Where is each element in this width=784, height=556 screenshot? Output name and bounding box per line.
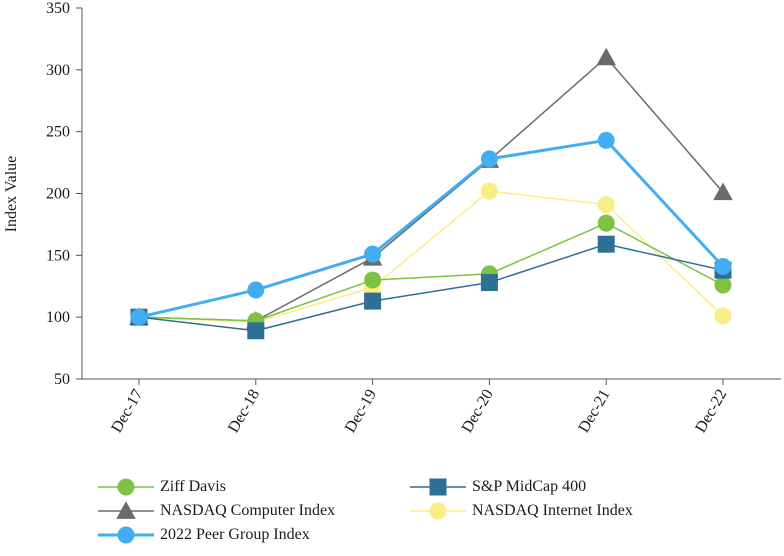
legend-swatch-nasdaq-computer-index — [98, 501, 154, 519]
series-ziff-davis — [130, 214, 732, 330]
data-point — [480, 182, 498, 200]
y-tick-label: 150 — [46, 247, 70, 264]
series-line — [138, 138, 725, 319]
chart-legend: Ziff Davis S&P MidCap 400 NASDAQ Compute… — [96, 476, 736, 550]
series-2022-peer-group-index — [130, 131, 732, 326]
legend-marker — [429, 478, 447, 496]
x-tick-label: Dec-22 — [692, 387, 730, 436]
data-point — [364, 271, 382, 289]
data-point — [364, 292, 382, 310]
data-point — [480, 150, 498, 168]
legend-item-nasdaq-computer-index: NASDAQ Computer Index — [96, 500, 335, 522]
chart-series — [129, 47, 733, 340]
legend-label: S&P MidCap 400 — [472, 478, 587, 495]
data-point — [480, 274, 498, 292]
legend-swatch-nasdaq-internet-index — [410, 502, 466, 520]
data-point — [714, 276, 732, 294]
legend-swatch-sp-midcap-400 — [410, 478, 466, 496]
chart-axes: 50 100 150 200 250 300 350 Dec-17 Dec-18 Dec-19 De… — [46, 0, 781, 436]
legend-label: NASDAQ Internet Index — [472, 502, 633, 519]
data-point — [247, 322, 265, 340]
legend-item-2022-peer-group-index: 2022 Peer Group Index — [96, 524, 310, 546]
legend-swatch-2022-peer-group-index — [98, 526, 154, 544]
y-tick-label: 300 — [46, 62, 70, 79]
data-point — [597, 196, 615, 214]
legend-label: Ziff Davis — [160, 478, 226, 495]
y-axis-label: Index Value — [3, 156, 20, 233]
data-point — [597, 131, 615, 149]
data-point — [714, 257, 732, 275]
legend-label: 2022 Peer Group Index — [160, 526, 310, 543]
x-tick-label: Dec-18 — [225, 387, 263, 436]
x-tick-label: Dec-20 — [459, 387, 497, 436]
y-tick-label: 250 — [46, 124, 70, 141]
series-line — [138, 56, 724, 322]
data-point — [713, 182, 733, 201]
y-tick-label: 350 — [46, 0, 70, 17]
legend-marker — [116, 501, 136, 519]
series-nasdaq-computer-index — [129, 47, 733, 329]
y-tick-label: 50 — [54, 371, 70, 388]
legend-swatch-ziff-davis — [98, 478, 154, 496]
series-line — [138, 190, 724, 323]
data-point — [597, 214, 615, 232]
x-tick-label: Dec-21 — [575, 387, 613, 436]
data-point — [597, 235, 615, 253]
series-line — [138, 243, 724, 332]
legend-label: NASDAQ Computer Index — [160, 502, 336, 519]
data-point — [130, 308, 148, 326]
y-tick-label: 100 — [46, 309, 70, 326]
legend-marker — [429, 502, 447, 520]
y-tick-label: 200 — [46, 186, 70, 203]
data-point — [596, 47, 616, 66]
series-s-p-midcap-400 — [130, 235, 732, 340]
line-chart: 50 100 150 200 250 300 350 Dec-17 Dec-18 Dec-19 De… — [3, 0, 781, 436]
data-point — [364, 245, 382, 263]
x-tick-label: Dec-19 — [342, 387, 380, 436]
legend-item-nasdaq-internet-index: NASDAQ Internet Index — [408, 500, 633, 522]
legend-item-sp-midcap-400: S&P MidCap 400 — [408, 476, 586, 498]
series-line — [138, 222, 724, 322]
legend-marker — [117, 526, 135, 544]
data-point — [714, 307, 732, 325]
legend-item-ziff-davis: Ziff Davis — [96, 476, 226, 498]
x-tick-label: Dec-17 — [108, 387, 146, 436]
data-point — [247, 281, 265, 299]
legend-marker — [117, 478, 135, 496]
